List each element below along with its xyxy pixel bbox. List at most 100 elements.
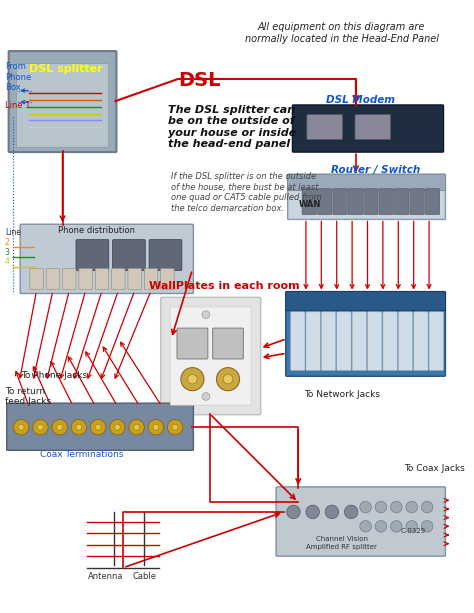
FancyBboxPatch shape (367, 312, 382, 370)
Text: Channel Vision: Channel Vision (316, 536, 367, 542)
FancyBboxPatch shape (291, 312, 305, 370)
FancyBboxPatch shape (307, 115, 343, 140)
FancyBboxPatch shape (429, 312, 444, 370)
Text: Router / Switch: Router / Switch (330, 166, 420, 175)
Circle shape (18, 424, 24, 430)
Circle shape (223, 375, 233, 384)
FancyBboxPatch shape (7, 403, 193, 451)
Text: 3: 3 (5, 248, 9, 257)
Circle shape (71, 419, 87, 435)
FancyBboxPatch shape (30, 268, 43, 290)
FancyBboxPatch shape (17, 64, 109, 147)
Circle shape (202, 392, 210, 400)
FancyBboxPatch shape (306, 312, 320, 370)
FancyBboxPatch shape (364, 189, 378, 215)
Text: All equipment on this diagram are
normally located in the Head-End Panel: All equipment on this diagram are normal… (245, 22, 438, 44)
FancyBboxPatch shape (111, 268, 125, 290)
Text: Amplified RF splitter: Amplified RF splitter (306, 544, 377, 549)
Circle shape (217, 368, 239, 390)
FancyBboxPatch shape (177, 328, 208, 359)
FancyBboxPatch shape (398, 312, 413, 370)
Text: To return
feed Jacks: To return feed Jacks (5, 387, 51, 406)
Circle shape (325, 505, 338, 519)
Circle shape (153, 424, 159, 430)
Circle shape (148, 419, 164, 435)
FancyBboxPatch shape (161, 297, 261, 415)
FancyBboxPatch shape (76, 240, 109, 270)
Text: To Coax Jacks: To Coax Jacks (404, 464, 465, 473)
FancyBboxPatch shape (276, 487, 446, 556)
FancyBboxPatch shape (9, 51, 117, 152)
FancyBboxPatch shape (20, 224, 193, 294)
Circle shape (129, 419, 144, 435)
Circle shape (115, 424, 120, 430)
Circle shape (306, 505, 319, 519)
FancyBboxPatch shape (318, 189, 332, 215)
Circle shape (202, 311, 210, 319)
Text: 4: 4 (5, 257, 9, 266)
FancyBboxPatch shape (79, 268, 92, 290)
Circle shape (33, 419, 48, 435)
FancyBboxPatch shape (352, 312, 366, 370)
Circle shape (188, 375, 197, 384)
Circle shape (134, 424, 139, 430)
FancyBboxPatch shape (333, 189, 347, 215)
Text: Antenna: Antenna (88, 572, 124, 581)
Circle shape (406, 501, 418, 513)
Circle shape (181, 368, 204, 390)
Circle shape (375, 501, 387, 513)
Circle shape (13, 419, 29, 435)
FancyBboxPatch shape (410, 189, 424, 215)
Circle shape (391, 520, 402, 532)
FancyBboxPatch shape (46, 268, 60, 290)
Circle shape (391, 501, 402, 513)
FancyBboxPatch shape (355, 115, 391, 140)
FancyBboxPatch shape (144, 268, 158, 290)
FancyBboxPatch shape (170, 307, 251, 405)
Text: Line: Line (5, 229, 21, 237)
Circle shape (57, 424, 63, 430)
Text: C-0329: C-0329 (401, 528, 426, 534)
Text: DSL: DSL (178, 71, 220, 90)
FancyBboxPatch shape (394, 189, 409, 215)
Text: Phone distribution: Phone distribution (58, 226, 135, 235)
FancyBboxPatch shape (286, 292, 446, 376)
FancyBboxPatch shape (288, 174, 446, 219)
Circle shape (375, 520, 387, 532)
Circle shape (167, 419, 183, 435)
FancyBboxPatch shape (161, 268, 174, 290)
Circle shape (172, 424, 178, 430)
FancyBboxPatch shape (414, 312, 428, 370)
Circle shape (287, 505, 300, 519)
Circle shape (360, 520, 371, 532)
Text: Cable: Cable (132, 572, 156, 581)
FancyBboxPatch shape (348, 189, 363, 215)
FancyBboxPatch shape (286, 292, 446, 311)
Circle shape (52, 419, 67, 435)
FancyBboxPatch shape (383, 312, 397, 370)
FancyBboxPatch shape (292, 105, 444, 152)
FancyBboxPatch shape (128, 268, 141, 290)
Text: If the DSL splitter is on the outside
of the house, there bust be at least
one q: If the DSL splitter is on the outside of… (171, 172, 322, 213)
Text: DSL splitter: DSL splitter (28, 64, 102, 74)
FancyBboxPatch shape (288, 174, 446, 191)
Circle shape (360, 501, 371, 513)
FancyBboxPatch shape (149, 240, 182, 270)
FancyBboxPatch shape (63, 268, 76, 290)
Circle shape (95, 424, 101, 430)
Text: DSL Modem: DSL Modem (326, 95, 395, 105)
Text: 2: 2 (5, 238, 9, 247)
FancyBboxPatch shape (112, 240, 145, 270)
Circle shape (91, 419, 106, 435)
Circle shape (421, 501, 433, 513)
FancyBboxPatch shape (337, 312, 351, 370)
Circle shape (37, 424, 43, 430)
Text: The DSL splitter can
be on the outside of
your house or inside
the head-end pane: The DSL splitter can be on the outside o… (168, 105, 297, 150)
Text: To Phone Jacks: To Phone Jacks (21, 371, 87, 380)
Circle shape (109, 419, 125, 435)
Text: WAN: WAN (299, 200, 321, 208)
Circle shape (345, 505, 358, 519)
Text: To Network Jacks: To Network Jacks (304, 390, 380, 399)
FancyBboxPatch shape (95, 268, 109, 290)
FancyBboxPatch shape (213, 328, 244, 359)
